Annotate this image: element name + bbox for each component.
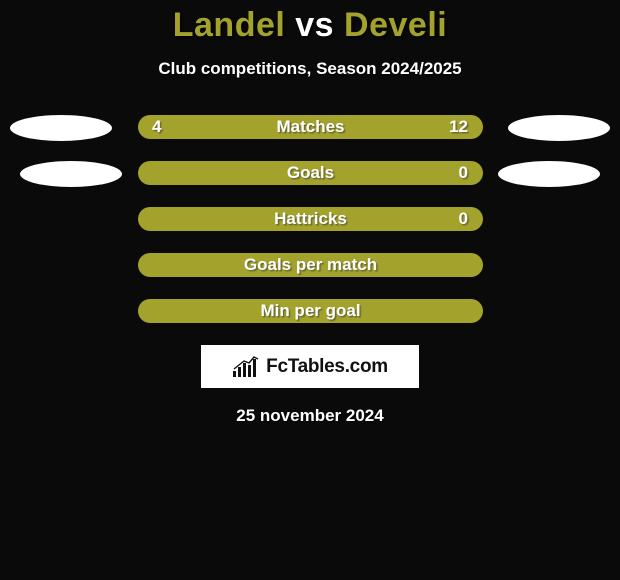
stat-value-right: 12 xyxy=(449,115,468,139)
title-player1: Landel xyxy=(173,6,286,44)
stat-row: Matches412 xyxy=(0,115,620,141)
stat-bar-left-seg xyxy=(138,115,224,139)
stat-bar xyxy=(138,207,483,231)
stat-bar-right-seg xyxy=(224,115,483,139)
stat-bar xyxy=(138,115,483,139)
stat-rows: Matches412Goals0Hattricks0Goals per matc… xyxy=(0,115,620,325)
stat-row: Hattricks0 xyxy=(0,207,620,233)
stat-bar-left-seg xyxy=(138,161,483,185)
stat-value-right: 0 xyxy=(459,207,468,231)
infographic-container: Landel vs Develi Club competitions, Seas… xyxy=(0,0,620,426)
stat-bar-left-seg xyxy=(138,299,483,323)
subtitle: Club competitions, Season 2024/2025 xyxy=(0,59,620,79)
stat-bar-left-seg xyxy=(138,253,483,277)
player-oval-left xyxy=(20,161,122,187)
logo: FcTables.com xyxy=(232,355,388,379)
stat-bar xyxy=(138,161,483,185)
stat-row: Min per goal xyxy=(0,299,620,325)
logo-bars-icon xyxy=(232,355,262,379)
page-title: Landel vs Develi xyxy=(0,6,620,45)
date-text: 25 november 2024 xyxy=(0,406,620,426)
title-vs: vs xyxy=(285,6,344,44)
title-player2: Develi xyxy=(344,6,447,44)
stat-row: Goals per match xyxy=(0,253,620,279)
stat-bar xyxy=(138,253,483,277)
stat-bar-left-seg xyxy=(138,207,483,231)
logo-box: FcTables.com xyxy=(201,345,419,388)
stat-value-left: 4 xyxy=(152,115,161,139)
player-oval-right xyxy=(498,161,600,187)
logo-text: FcTables.com xyxy=(266,356,388,378)
player-oval-right xyxy=(508,115,610,141)
stat-bar xyxy=(138,299,483,323)
player-oval-left xyxy=(10,115,112,141)
stat-value-right: 0 xyxy=(459,161,468,185)
stat-row: Goals0 xyxy=(0,161,620,187)
